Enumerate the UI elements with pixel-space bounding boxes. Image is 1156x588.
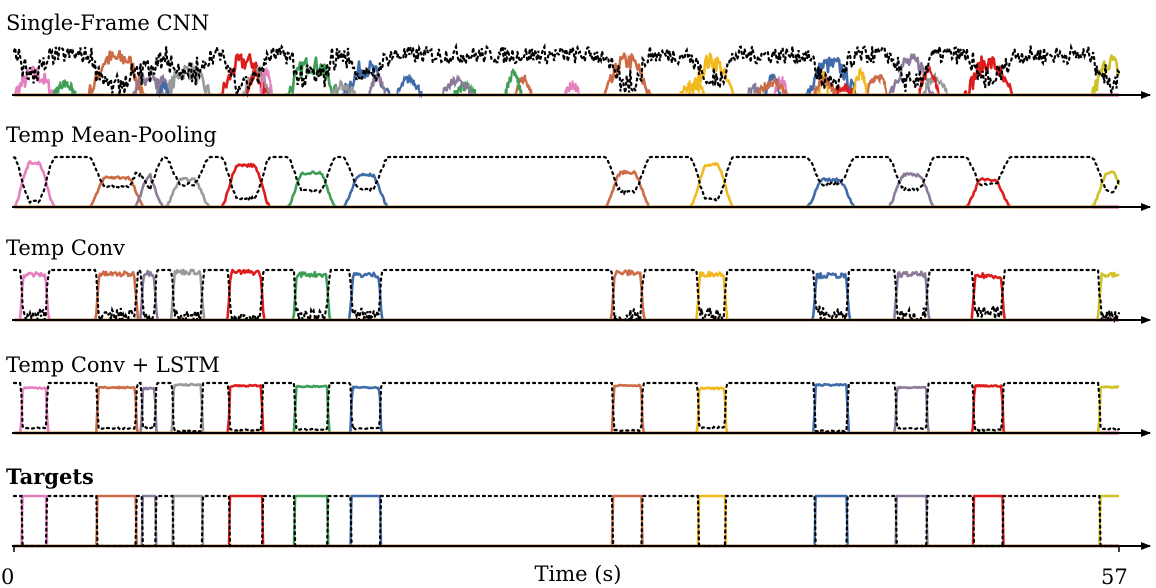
series-line-orange-1 [13, 270, 1120, 322]
series-line-blue-6 [13, 271, 1120, 322]
series-line-blue-9 [13, 494, 1120, 548]
series-line-orange-7 [13, 383, 1120, 435]
series-line-red-11 [13, 494, 1120, 548]
noise-line-20 [852, 66, 868, 96]
panel-title: Temp Conv [6, 236, 125, 260]
x-tick-label-57: 57 [1101, 565, 1128, 588]
series-line-green-5 [13, 384, 1120, 435]
series-line-purple-10 [13, 270, 1120, 322]
noise-line-8 [865, 73, 890, 96]
noise-line-5 [158, 81, 170, 99]
series-line-pink-0 [13, 271, 1120, 322]
series-line-green-5 [13, 494, 1120, 548]
series-line-purple-10 [13, 385, 1120, 435]
series-line-olive-12 [13, 170, 1121, 209]
panel-1: Temp Mean-Pooling [6, 123, 1151, 211]
noise-line-4 [679, 80, 706, 97]
series-line-orange-7 [13, 494, 1120, 548]
series-line-red-4 [13, 494, 1120, 548]
panel-3: Temp Conv + LSTM [6, 353, 1151, 437]
series-line-pink-0 [13, 494, 1120, 548]
panel-title: Single-Frame CNN [6, 11, 209, 35]
series-line-red-11 [13, 272, 1120, 322]
panels-group: Single-Frame CNN Temp Mean-Pooling Temp Co… [6, 11, 1151, 552]
series-line-pink-0 [13, 386, 1120, 435]
series-line-green-5 [13, 170, 1120, 209]
series-line-gray-3 [13, 382, 1120, 435]
series-line-yellow-8 [13, 270, 1120, 322]
series-line-blue-9 [13, 271, 1120, 322]
noise-line-15 [563, 80, 581, 98]
series-line-gray-3 [13, 268, 1120, 322]
panel-title: Targets [6, 464, 94, 489]
noise-line-11 [504, 67, 523, 96]
noise-line-19 [52, 79, 77, 96]
series-line-blue-6 [13, 494, 1120, 548]
series-line-yellow-8 [13, 494, 1120, 548]
background-dotted-line [12, 494, 1121, 548]
series-line-purple-10 [13, 494, 1120, 548]
background-dotted-line [12, 381, 1121, 434]
series-line-yellow-8 [13, 386, 1120, 435]
x-tick-label-0: 0 [1, 565, 14, 588]
background-dotted-line [12, 268, 1121, 324]
series-line-gray-3 [13, 494, 1120, 548]
series-line-green-5 [13, 270, 1120, 322]
noise-line-16 [813, 75, 838, 97]
x-axis-label: Time (s) [535, 562, 622, 586]
series-line-olive-12 [13, 385, 1120, 435]
noise-line-23 [259, 67, 273, 96]
series-line-red-4 [13, 383, 1120, 435]
series-line-red-11 [13, 383, 1120, 435]
series-line-purple-2 [13, 269, 1120, 322]
noise-line-24 [757, 77, 788, 96]
series-line-purple-2 [13, 494, 1120, 548]
panel-0: Single-Frame CNN [6, 11, 1151, 99]
panel-4: Targets [6, 464, 1151, 550]
series-line-blue-9 [13, 382, 1120, 435]
series-line-orange-1 [13, 385, 1120, 435]
series-line-red-4 [13, 162, 1120, 209]
noise-line-17 [368, 72, 387, 96]
series-line-orange-7 [13, 269, 1120, 322]
series-line-blue-6 [13, 385, 1120, 435]
panel-2: Temp Conv [6, 236, 1151, 324]
panel-title: Temp Mean-Pooling [6, 123, 217, 147]
series-line-olive-12 [13, 271, 1120, 322]
noise-line-14 [918, 66, 941, 97]
series-line-orange-1 [13, 494, 1120, 548]
panel-title: Temp Conv + LSTM [6, 353, 220, 377]
noise-line-10 [331, 78, 357, 96]
noise-line-13 [396, 74, 423, 99]
noise-line-2 [922, 71, 948, 96]
series-line-olive-12 [13, 494, 1120, 548]
series-line-red-4 [13, 268, 1120, 322]
series-line-purple-2 [13, 386, 1120, 435]
noise-line-7 [773, 76, 789, 96]
noise-line-25 [441, 73, 474, 97]
series-line-orange-7 [13, 169, 1120, 209]
